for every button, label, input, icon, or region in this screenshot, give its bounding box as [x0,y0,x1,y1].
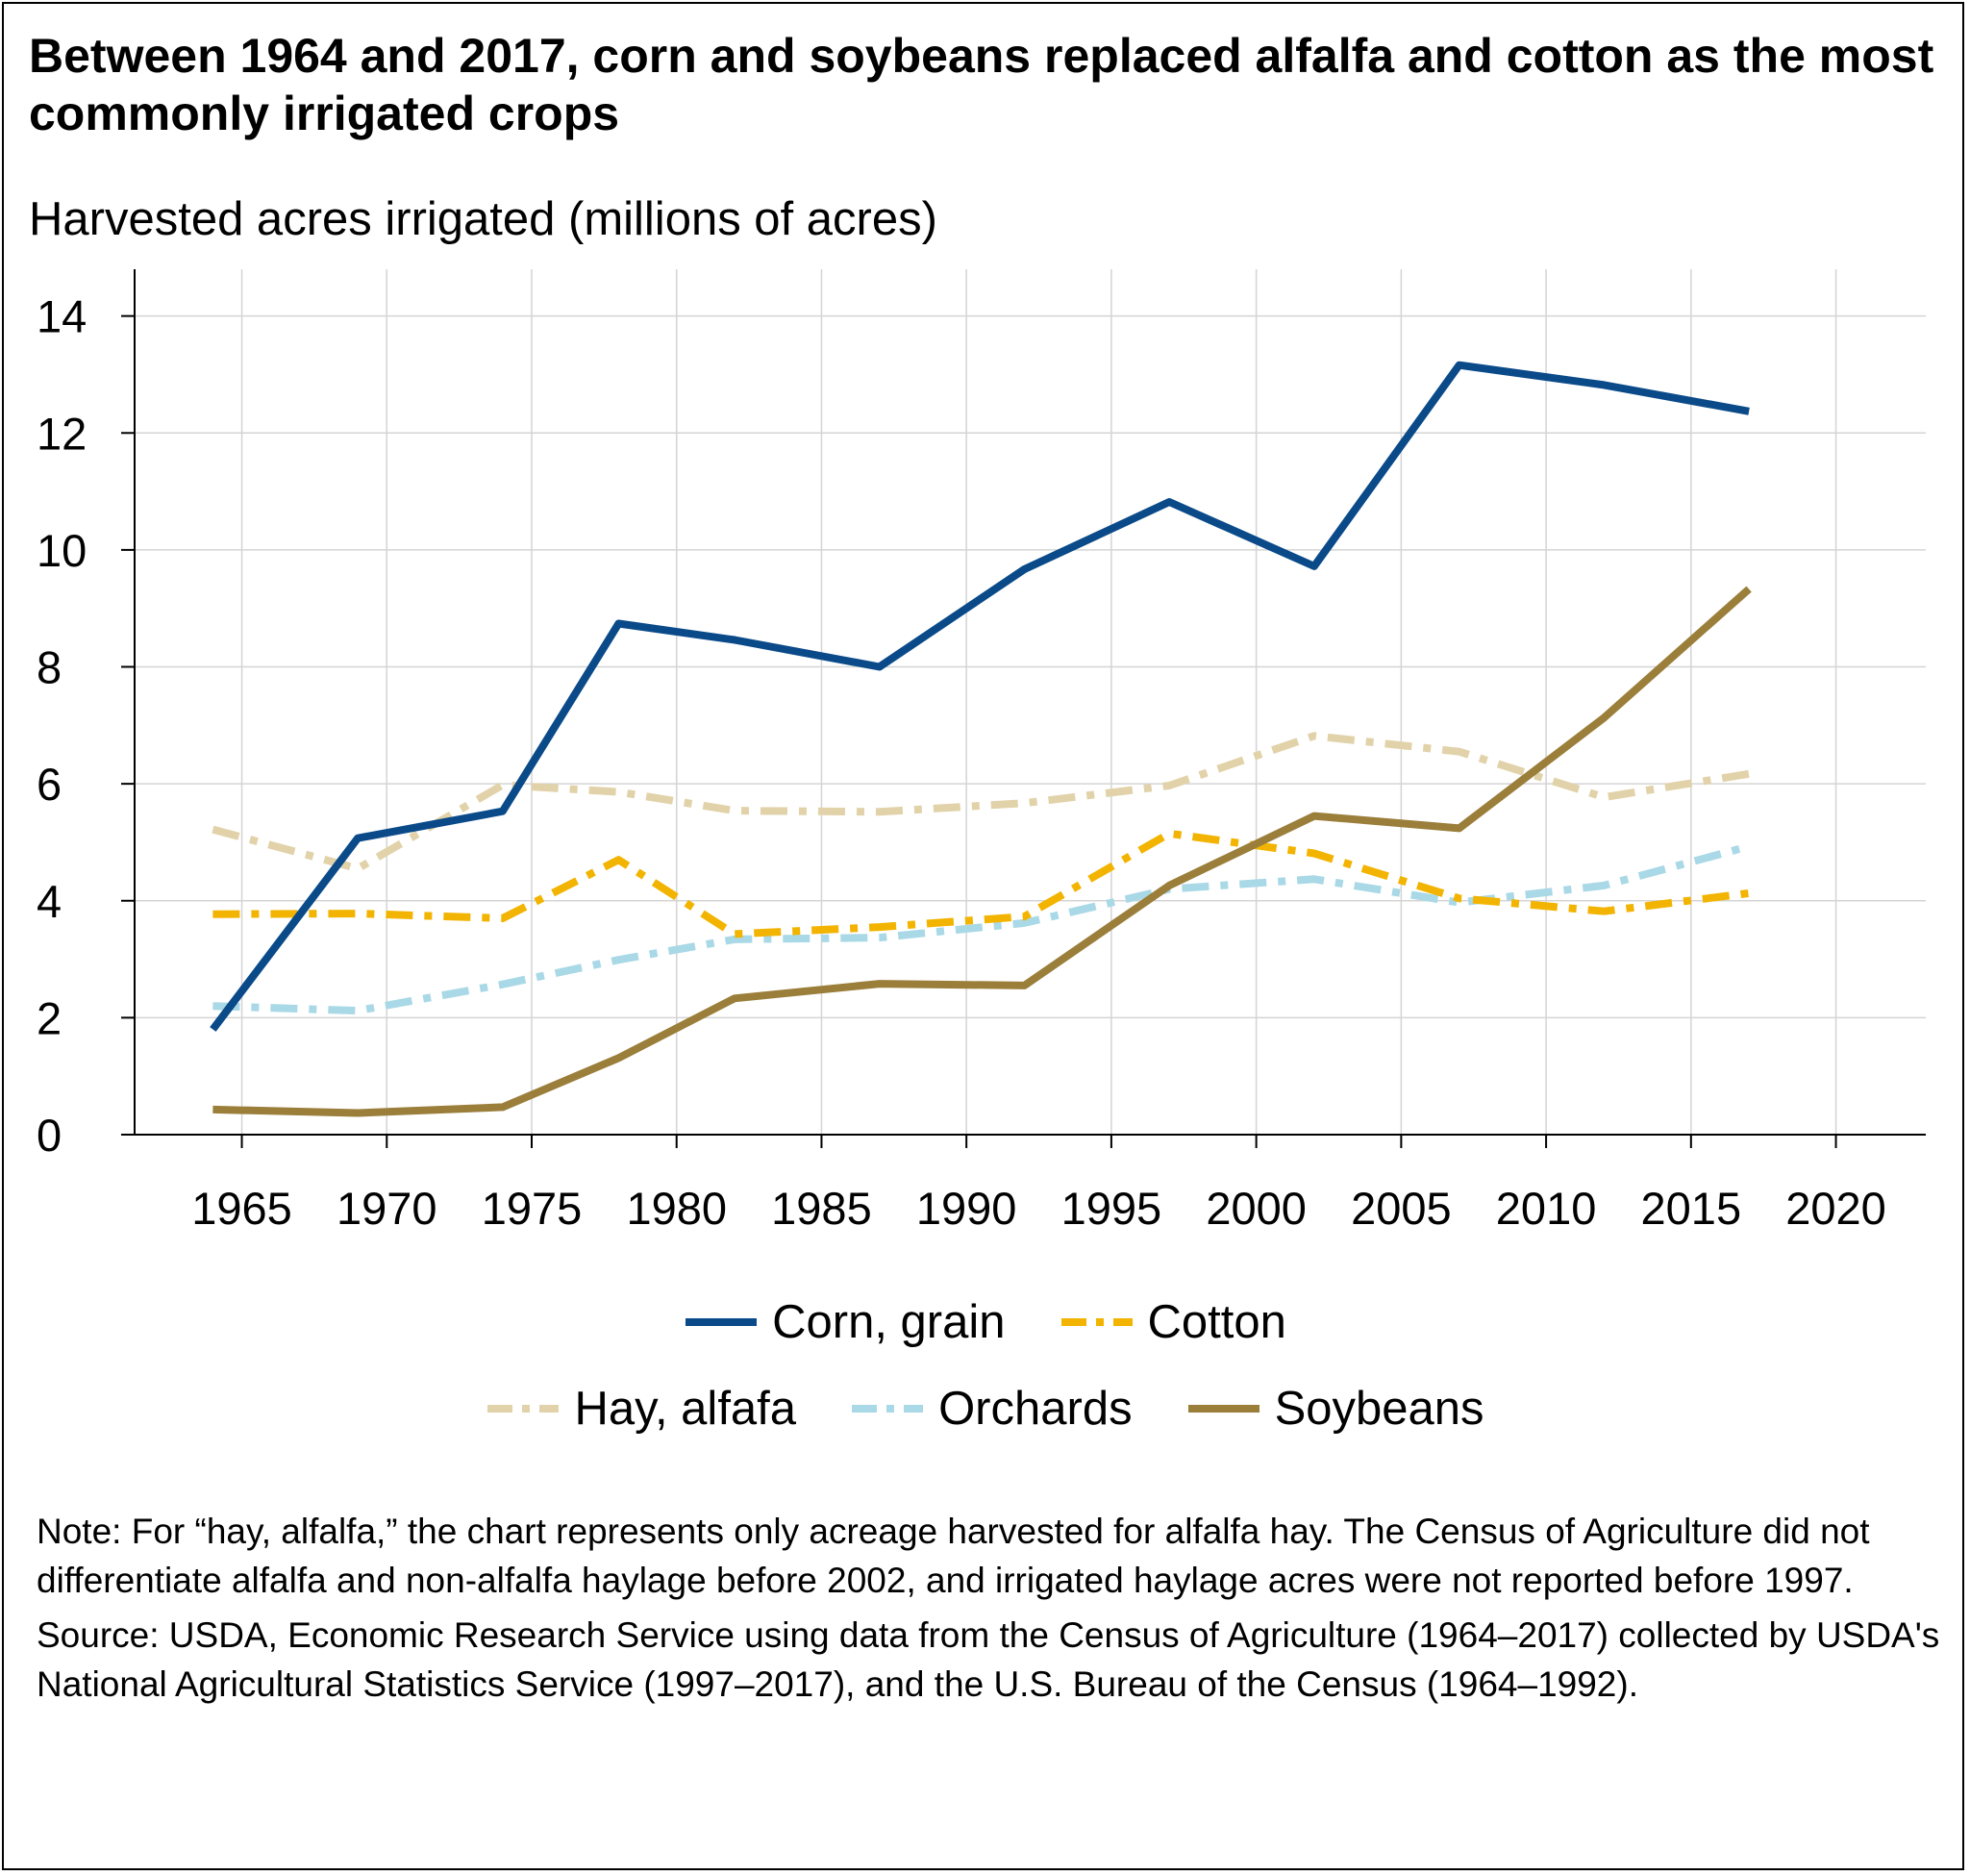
legend-item-corn: Corn, grain [684,1295,1006,1349]
legend-swatch-hay [487,1405,560,1413]
legend-swatch-orchards [852,1405,924,1413]
x-tick-label-2010: 2010 [1496,1183,1597,1234]
x-tick-label-1990: 1990 [916,1183,1017,1234]
legend-swatch-cotton [1060,1318,1133,1326]
legend-row-1: Corn, grain Cotton [0,1288,1970,1356]
x-tick-label-2000: 2000 [1206,1183,1307,1234]
note-text: Note: For “hay, alfalfa,” the chart repr… [37,1512,1870,1600]
y-tick-label-2: 2 [37,992,62,1043]
x-tick-label-2020: 2020 [1785,1183,1886,1234]
axes: 0 2 4 6 8 10 12 14 1965 1970 1975 1980 1985 1990 1995 2… [37,269,1926,1234]
y-axis-label: Harvested acres irrigated (millions of a… [29,193,937,245]
y-tick-label-6: 6 [37,759,62,810]
x-tick-label-1970: 1970 [337,1183,437,1234]
notes: Note: For “hay, alfalfa,” the chart repr… [37,1507,1940,1714]
series-line-cotton [212,829,1750,938]
x-tick-label-1985: 1985 [771,1183,872,1234]
chart-title: Between 1964 and 2017, corn and soybeans… [29,29,1934,140]
legend-label-cotton: Cotton [1147,1296,1286,1348]
x-tick-label-1995: 1995 [1061,1183,1162,1234]
series-line-soybeans [212,586,1752,1117]
y-tick-label-14: 14 [37,291,87,342]
x-tick-label-2005: 2005 [1351,1183,1452,1234]
legend-label-orchards: Orchards [938,1383,1133,1435]
legend-label-corn: Corn, grain [772,1296,1006,1348]
y-tick-label-10: 10 [37,525,87,576]
legend-item-orchards: Orchards [850,1382,1133,1436]
source-text: Source: USDA, Economic Research Service … [37,1615,1940,1704]
legend-item-cotton: Cotton [1060,1295,1286,1349]
legend-swatch-soybeans [1187,1405,1259,1413]
y-tick-label-0: 0 [37,1110,62,1161]
x-tick-label-1980: 1980 [626,1183,727,1234]
x-tick-label-2015: 2015 [1641,1183,1742,1234]
series-lines [210,361,1752,1117]
y-tick-label-4: 4 [37,876,62,927]
legend-swatch-corn [686,1318,758,1326]
legend-label-soybeans: Soybeans [1274,1383,1484,1435]
series-line-hay-alfafa [212,732,1750,873]
x-tick-label-1965: 1965 [191,1183,292,1234]
legend-item-soybeans: Soybeans [1186,1382,1484,1436]
series-line-corn-grain [210,361,1750,1032]
y-tick-label-8: 8 [37,642,62,693]
legend-item-hay: Hay, alfafa [486,1382,796,1436]
x-tick-label-1975: 1975 [482,1183,583,1234]
y-tick-label-12: 12 [37,408,87,459]
legend-label-hay: Hay, alfafa [574,1383,797,1435]
legend-row-2: Hay, alfafa Orchards Soybeans [0,1375,1970,1442]
